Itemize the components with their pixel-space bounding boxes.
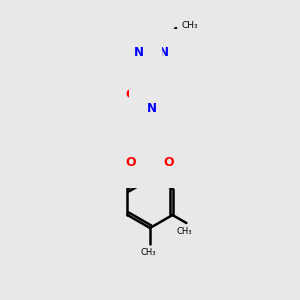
Text: CH₃: CH₃ [177, 227, 192, 236]
Text: N: N [134, 46, 144, 59]
Text: CH₃: CH₃ [181, 22, 198, 31]
Text: O: O [164, 88, 174, 101]
Text: O: O [126, 157, 136, 169]
Text: N: N [147, 143, 157, 157]
Text: O: O [126, 88, 136, 101]
Text: N: N [147, 101, 157, 115]
Text: CH₃: CH₃ [140, 248, 156, 257]
Text: S: S [146, 88, 154, 101]
Text: N: N [159, 46, 169, 59]
Text: S: S [146, 157, 154, 169]
Text: O: O [164, 157, 174, 169]
